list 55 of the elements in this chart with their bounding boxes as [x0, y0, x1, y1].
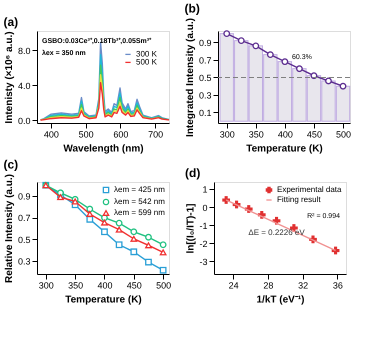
y-tick-label: 0.9 [18, 192, 30, 202]
y-tick-label: 0.1 [198, 108, 212, 118]
legend-label: 500 K [136, 57, 158, 66]
chart-title: (c) [3, 158, 18, 172]
x-axis-title: 1/kT (eV⁻¹) [256, 294, 305, 306]
y-tick-label: 0.9 [198, 38, 212, 48]
x-tick-label: 500 [336, 130, 352, 140]
x-tick-label: 450 [306, 130, 322, 140]
x-tick-label: 24 [228, 280, 239, 290]
y-tick-label: -3 [199, 256, 208, 267]
y-tick-label: 0.7 [18, 213, 30, 224]
x-tick-label: 500 [156, 280, 172, 290]
y-axis-title: ln[(I₀/IT)-1] [186, 203, 196, 254]
x-axis-title: Wavelength (nm) [63, 144, 144, 154]
chart-title: (d) [185, 166, 200, 180]
legend-label: λem = 542 nm [114, 197, 166, 206]
y-tick-label: 0.5 [198, 72, 212, 83]
legend-label: λem = 425 nm [114, 185, 166, 194]
y-axis-title: Relative Intensity (a.u.) [4, 174, 15, 283]
y-tick-label: 0.0 [18, 116, 30, 126]
y-tick-label: -1 [199, 220, 208, 231]
chart-title: (a) [3, 14, 18, 29]
annotation: ΔE = 0.2226 eV [248, 228, 306, 237]
x-tick-label: 400 [278, 130, 293, 140]
y-tick-label: 8.0 [18, 46, 30, 56]
legend-label: 300 K [136, 49, 158, 58]
legend-label: λem = 599 nm [114, 208, 166, 217]
x-tick-label: 400 [44, 130, 59, 140]
x-tick-label: 28 [263, 280, 274, 290]
chart-title: (b) [184, 2, 200, 16]
y-tick-label: 0.7 [198, 55, 212, 66]
y-tick-label: 0 [202, 202, 208, 213]
legend-label: Experimental data [277, 185, 342, 194]
x-tick-label: 300 [38, 280, 54, 290]
y-axis-title: Intenisty (×10⁶ a.u.) [4, 31, 15, 124]
x-tick-label: 350 [68, 280, 84, 290]
x-tick-label: 36 [332, 280, 343, 290]
x-tick-label: 32 [298, 280, 308, 290]
x-tick-label: 400 [97, 280, 112, 290]
x-tick-label: 300 [220, 130, 235, 140]
x-tick-label: 350 [248, 130, 264, 140]
y-axis-title: Integrated Intensity (a.u.) [184, 18, 196, 137]
y-tick-label: 0.3 [18, 256, 30, 267]
x-tick-label: 500 [78, 130, 94, 140]
y-tick-label: 0.5 [18, 234, 30, 245]
y-tick-label: 1 [202, 184, 208, 195]
y-tick-label: -2 [199, 238, 208, 249]
x-axis-title: Temperature (K) [246, 144, 323, 154]
legend-label: Fitting result [277, 195, 322, 204]
y-tick-label: 0.3 [198, 90, 212, 100]
x-tick-label: 600 [113, 130, 128, 140]
x-tick-label: 700 [148, 130, 164, 140]
x-tick-label: 450 [126, 280, 142, 290]
x-axis-title: Temperature (K) [65, 294, 142, 306]
y-tick-label: 4.0 [18, 80, 30, 91]
